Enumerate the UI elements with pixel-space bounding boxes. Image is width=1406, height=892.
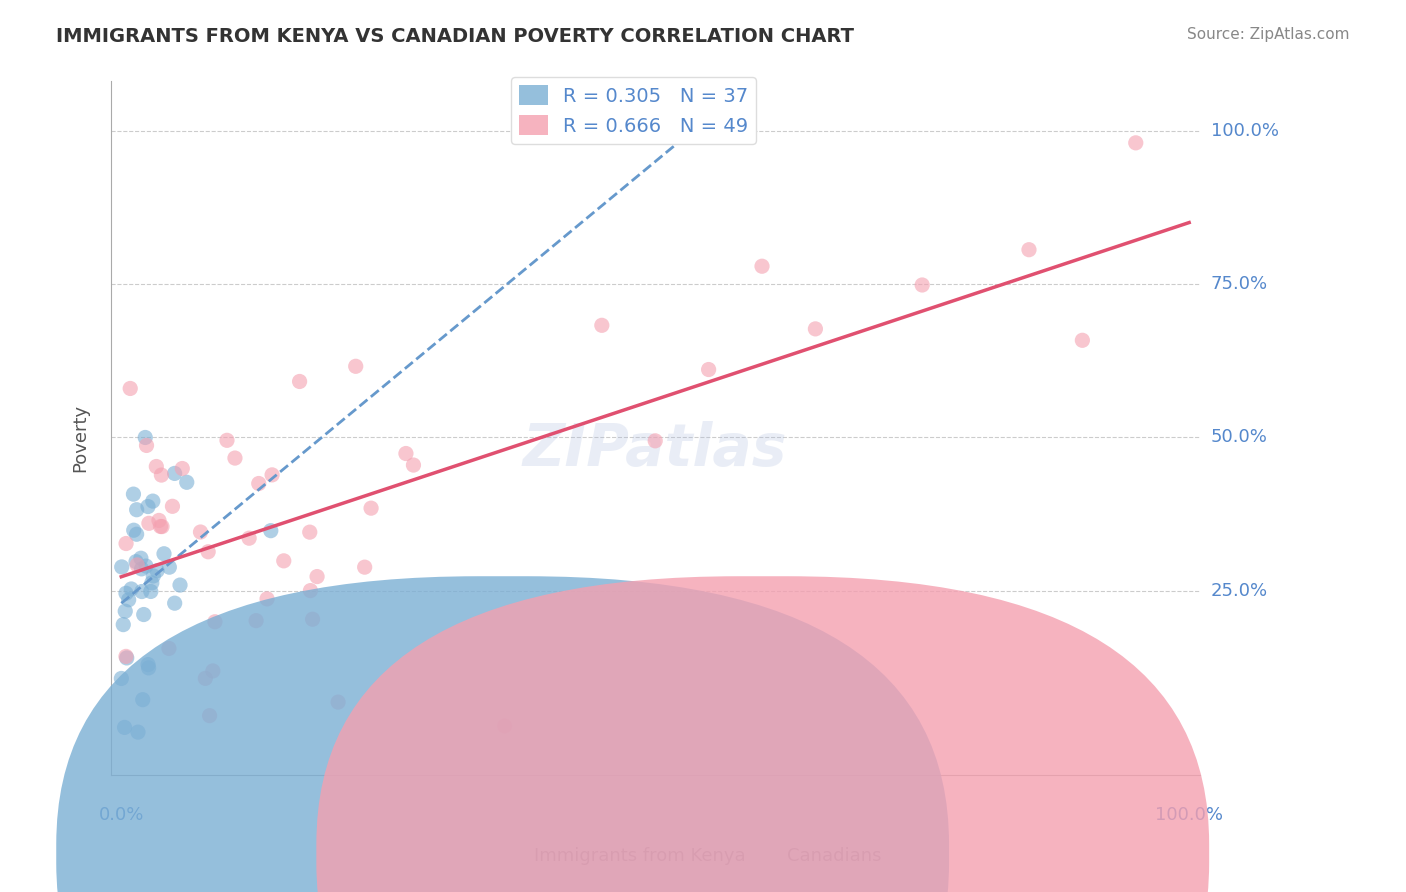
Point	[260, 524, 283, 538]
Point	[146, 564, 169, 578]
Point	[132, 692, 155, 706]
Point	[131, 584, 153, 599]
Point	[176, 475, 198, 490]
Text: Canadians: Canadians	[787, 847, 882, 865]
Point	[134, 430, 156, 444]
Point	[353, 560, 375, 574]
Point	[110, 672, 132, 686]
Point	[118, 592, 141, 607]
Text: Immigrants from Kenya: Immigrants from Kenya	[534, 847, 747, 865]
Point	[1125, 136, 1147, 150]
Point	[198, 708, 221, 723]
Text: 100.0%: 100.0%	[1211, 121, 1278, 139]
Point	[115, 536, 138, 550]
Point	[115, 651, 138, 665]
Point	[697, 362, 720, 376]
Point	[163, 467, 186, 481]
Text: 0.0%: 0.0%	[98, 805, 143, 824]
Point	[139, 584, 162, 599]
Point	[301, 612, 323, 626]
Point	[131, 562, 153, 576]
Point	[247, 476, 270, 491]
Point	[215, 434, 238, 448]
Point	[120, 582, 142, 596]
Point	[751, 259, 773, 273]
Point	[136, 500, 159, 514]
Point	[135, 438, 157, 452]
Point	[115, 649, 138, 664]
Point	[112, 617, 135, 632]
Point	[115, 586, 138, 600]
Point	[307, 569, 329, 583]
Point	[122, 487, 145, 501]
Point	[194, 671, 217, 685]
Point	[190, 524, 212, 539]
Legend: R = 0.305   N = 37, R = 0.666   N = 49: R = 0.305 N = 37, R = 0.666 N = 49	[510, 78, 756, 144]
Point	[148, 513, 170, 527]
Text: ZIPatlas: ZIPatlas	[523, 421, 787, 478]
Point	[245, 614, 267, 628]
Point	[132, 607, 155, 622]
Point	[494, 719, 516, 733]
Point	[157, 641, 180, 656]
Point	[591, 318, 613, 333]
Point	[1018, 243, 1040, 257]
Point	[138, 516, 160, 531]
Point	[273, 554, 295, 568]
Point	[157, 560, 180, 574]
Point	[150, 519, 173, 533]
Point	[153, 547, 176, 561]
Point	[120, 381, 142, 395]
Text: 100.0%: 100.0%	[1156, 805, 1223, 824]
Point	[402, 458, 425, 472]
Point	[163, 596, 186, 610]
Point	[262, 467, 284, 482]
Point	[111, 560, 134, 574]
Point	[150, 468, 173, 483]
Point	[288, 375, 311, 389]
Point	[298, 525, 321, 540]
Point	[201, 664, 224, 678]
Point	[238, 531, 260, 545]
Text: 50.0%: 50.0%	[1211, 428, 1267, 447]
Point	[125, 555, 148, 569]
Text: IMMIGRANTS FROM KENYA VS CANADIAN POVERTY CORRELATION CHART: IMMIGRANTS FROM KENYA VS CANADIAN POVERT…	[56, 27, 855, 45]
Point	[256, 591, 278, 606]
Point	[142, 494, 165, 508]
Point	[326, 695, 349, 709]
Point	[360, 501, 382, 516]
Point	[644, 434, 666, 448]
Point	[149, 519, 172, 533]
Text: Source: ZipAtlas.com: Source: ZipAtlas.com	[1187, 27, 1350, 42]
Point	[299, 583, 322, 598]
Point	[145, 459, 167, 474]
Point	[169, 578, 191, 592]
Point	[1071, 334, 1094, 348]
Point	[136, 657, 159, 672]
Point	[395, 446, 418, 460]
Text: 25.0%: 25.0%	[1211, 582, 1268, 600]
Point	[141, 575, 163, 590]
Point	[172, 461, 194, 475]
Point	[197, 545, 219, 559]
Text: Poverty: Poverty	[72, 403, 89, 472]
Point	[135, 559, 157, 574]
Text: 75.0%: 75.0%	[1211, 275, 1268, 293]
Point	[138, 661, 160, 675]
Point	[125, 502, 148, 516]
Point	[224, 451, 246, 466]
Point	[125, 527, 148, 541]
Point	[804, 322, 827, 336]
Point	[122, 523, 145, 537]
Point	[344, 359, 367, 374]
Point	[142, 569, 165, 583]
Point	[114, 720, 136, 734]
Point	[129, 551, 152, 566]
Point	[162, 500, 184, 514]
Point	[127, 725, 149, 739]
Point	[127, 558, 149, 572]
Point	[204, 615, 226, 629]
Point	[911, 277, 934, 292]
Point	[114, 604, 136, 618]
